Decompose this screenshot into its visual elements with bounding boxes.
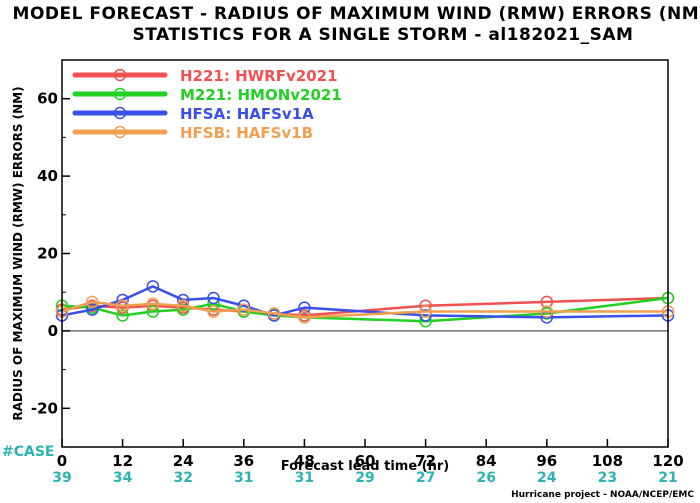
case-count: 39 xyxy=(52,470,71,486)
x-tick-label: 120 xyxy=(652,452,683,470)
x-tick-label: 48 xyxy=(294,452,315,470)
data-point xyxy=(540,305,554,318)
data-point xyxy=(237,299,251,312)
y-tick-label: -20 xyxy=(31,399,58,417)
y-axis-label: RADIUS OF MAXIMUM WIND (RMW) ERRORS (NM) xyxy=(11,86,25,420)
series-group xyxy=(55,280,675,328)
data-point xyxy=(146,297,160,311)
legend-marker xyxy=(113,125,127,139)
data-point xyxy=(267,307,281,320)
legend-label: H221: HWRFv2021 xyxy=(180,67,338,85)
chart-title: MODEL FORECAST - RADIUS OF MAXIMUM WIND … xyxy=(13,4,700,24)
x-tick-label: 60 xyxy=(355,452,376,470)
data-point xyxy=(116,309,129,322)
legend-label: M221: HMONv2021 xyxy=(180,86,342,104)
plot-frame xyxy=(61,59,669,448)
case-count-label: #CASE xyxy=(2,444,55,460)
data-point xyxy=(207,291,220,305)
legend-marker xyxy=(113,68,127,82)
x-axis: 0 12 24 36 48 60 72 84 96 108 120 xyxy=(57,439,684,470)
x-tick-label: 84 xyxy=(476,452,497,470)
case-count: 34 xyxy=(113,470,133,486)
data-point xyxy=(146,305,160,318)
legend-marker xyxy=(113,87,127,101)
data-point xyxy=(298,301,311,314)
x-tick-label: 108 xyxy=(592,452,623,470)
data-point xyxy=(419,309,432,322)
x-tick-label: 36 xyxy=(233,452,254,470)
case-count: 32 xyxy=(173,470,192,486)
case-count: 23 xyxy=(598,470,617,486)
credit-text: Hurricane project - NOAA/NCEP/EMC xyxy=(511,490,694,500)
data-point xyxy=(298,311,311,324)
data-point xyxy=(237,303,251,316)
y-tick-label: 20 xyxy=(37,245,58,263)
y-tick-label: 40 xyxy=(37,167,58,185)
case-count: 31 xyxy=(234,470,253,486)
case-count: 29 xyxy=(355,470,374,486)
x-tick-label: 0 xyxy=(57,452,67,470)
data-point xyxy=(207,305,220,318)
data-point xyxy=(86,295,99,309)
y-axis: -20 0 20 40 60 xyxy=(31,59,70,448)
legend-label: HFSA: HAFSv1A xyxy=(180,105,314,123)
case-count: 26 xyxy=(476,470,495,486)
case-count: 27 xyxy=(416,470,435,486)
x-tick-label: 12 xyxy=(112,452,133,470)
case-counts: 39 34 32 31 31 29 27 26 24 23 21 xyxy=(52,470,677,486)
x-tick-label: 96 xyxy=(536,452,557,470)
data-point xyxy=(419,305,432,318)
data-point xyxy=(146,280,160,293)
y-tick-label: 60 xyxy=(37,90,58,108)
x-tick-label: 24 xyxy=(173,452,194,470)
case-count: 24 xyxy=(537,470,557,486)
case-count: 31 xyxy=(295,470,314,486)
data-point xyxy=(116,299,129,312)
data-point xyxy=(176,303,190,316)
data-point xyxy=(86,303,99,316)
x-tick-label: 72 xyxy=(415,452,436,470)
data-point xyxy=(176,299,190,312)
x-axis-label: Forecast lead time (hr) xyxy=(281,459,449,474)
legend-label: HFSB: HAFSv1B xyxy=(180,124,313,142)
legend-marker xyxy=(113,106,127,120)
case-count: 21 xyxy=(658,470,677,486)
chart-subtitle: STATISTICS FOR A SINGLE STORM - al182021… xyxy=(133,25,634,45)
y-tick-label: 0 xyxy=(48,322,58,340)
